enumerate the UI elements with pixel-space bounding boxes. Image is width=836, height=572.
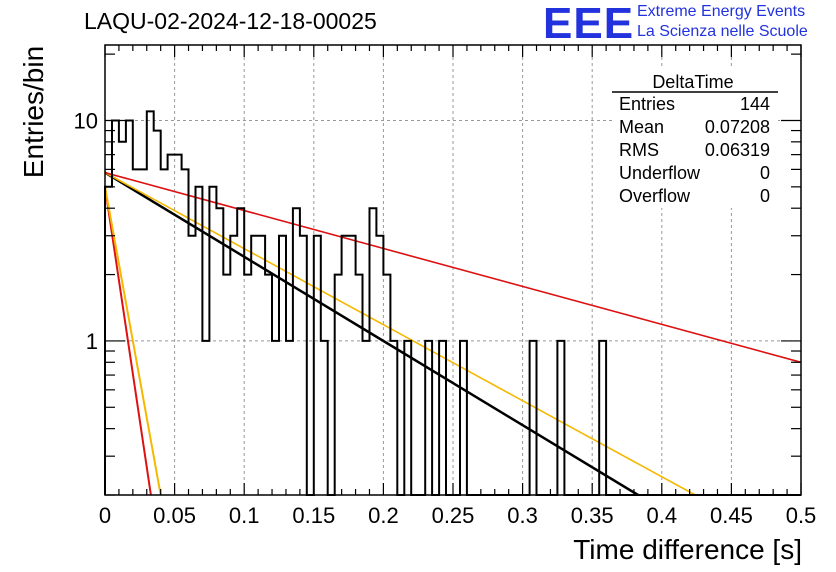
stats-value: 144 (740, 94, 770, 114)
x-tick-label: 0.35 (571, 503, 614, 528)
x-tick-label: 0 (99, 503, 111, 528)
stats-value: 0.07208 (705, 117, 770, 137)
brand-line-2: La Scienza nelle Scuole (637, 23, 808, 40)
stats-box: DeltaTime Entries 144 Mean 0.07208 RMS 0.0631… (612, 66, 778, 208)
stats-label: RMS (619, 140, 659, 160)
stats-value: 0.06319 (705, 140, 770, 160)
x-tick-label: 0.1 (229, 503, 260, 528)
brand-line-1: Extreme Energy Events (637, 3, 806, 20)
x-tick-label: 0.25 (432, 503, 475, 528)
fit-line (104, 186, 152, 496)
stats-label: Mean (619, 117, 664, 137)
fit-line (104, 186, 162, 496)
x-tick-label: 0.15 (292, 503, 335, 528)
y-tick-labels: 1 10 (74, 108, 98, 353)
x-tick-label: 0.5 (786, 503, 817, 528)
stats-title: DeltaTime (652, 72, 733, 92)
y-tick-label: 1 (86, 329, 98, 354)
stats-value: 0 (760, 163, 770, 183)
chart-title: LAQU-02-2024-12-18-00025 (84, 8, 377, 34)
eee-logo: EEE (543, 0, 635, 48)
stats-label: Entries (619, 94, 675, 114)
x-tick-label: 0.2 (368, 503, 399, 528)
x-tick-labels: 0 0.05 0.1 0.15 0.2 0.25 0.3 0.35 0.4 0.45 0.5 (99, 503, 816, 528)
stats-value: 0 (760, 186, 770, 206)
x-tick-label: 0.05 (153, 503, 196, 528)
stats-label: Overflow (619, 186, 691, 206)
stats-box-bg (612, 66, 778, 208)
fit-curves (104, 171, 802, 497)
x-axis-label: Time difference [s] (573, 534, 802, 565)
x-tick-label: 0.45 (710, 503, 753, 528)
x-tick-label: 0.3 (507, 503, 538, 528)
x-tick-label: 0.4 (647, 503, 678, 528)
axes (104, 44, 802, 496)
y-tick-label: 10 (74, 108, 98, 133)
fit-line (104, 171, 802, 364)
stats-label: Underflow (619, 163, 701, 183)
fit-line (104, 171, 639, 497)
